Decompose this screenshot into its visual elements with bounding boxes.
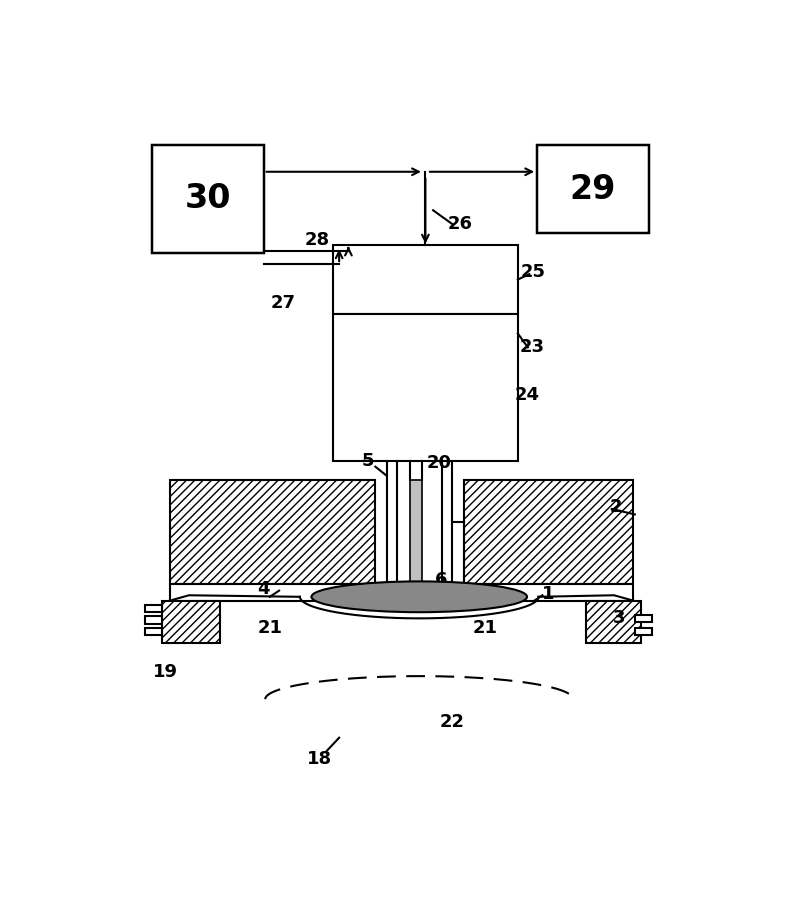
Text: 24: 24 — [514, 386, 539, 404]
Bar — [333, 314, 518, 461]
Bar — [397, 481, 442, 586]
Bar — [464, 480, 634, 584]
Text: 27: 27 — [270, 294, 295, 311]
Bar — [410, 480, 422, 588]
Text: 21: 21 — [258, 619, 282, 636]
Bar — [537, 145, 649, 233]
Text: 29: 29 — [570, 173, 616, 206]
Text: 25: 25 — [521, 263, 546, 281]
Text: 21: 21 — [473, 619, 498, 636]
Text: 30: 30 — [185, 182, 231, 215]
Text: 5: 5 — [362, 453, 374, 470]
Bar — [635, 628, 652, 635]
Bar — [170, 480, 375, 584]
Bar — [387, 480, 452, 584]
Text: 22: 22 — [440, 713, 465, 732]
Bar — [635, 614, 652, 622]
Bar — [333, 245, 518, 314]
Text: 3: 3 — [613, 610, 626, 627]
Ellipse shape — [311, 581, 527, 612]
Text: 1: 1 — [542, 585, 555, 603]
Bar — [162, 600, 220, 643]
Text: 19: 19 — [153, 664, 178, 681]
Bar — [145, 628, 162, 635]
Bar — [170, 584, 634, 600]
Text: 4: 4 — [258, 580, 270, 599]
Text: 6: 6 — [434, 571, 447, 588]
Text: 26: 26 — [447, 215, 473, 233]
Text: 2: 2 — [610, 498, 622, 516]
Bar — [586, 600, 641, 643]
Bar — [152, 145, 264, 252]
Text: 23: 23 — [519, 338, 544, 355]
Bar — [145, 604, 162, 612]
Text: 20: 20 — [426, 453, 452, 472]
Text: 28: 28 — [305, 230, 330, 249]
Bar — [145, 616, 162, 623]
Text: 18: 18 — [307, 750, 333, 768]
